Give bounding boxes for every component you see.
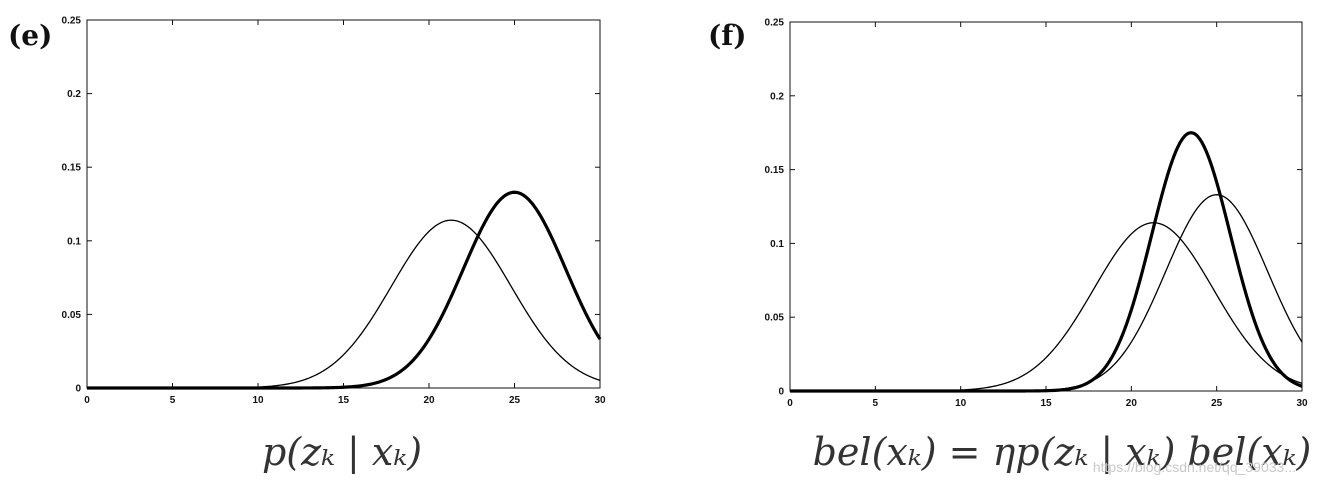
y-tick-label: 0.2 bbox=[67, 89, 81, 100]
y-tick-label: 0.25 bbox=[765, 18, 785, 29]
x-tick-label: 15 bbox=[1040, 398, 1052, 409]
x-caption: bel(xₖ) = ηp(zₖ | xₖ) bel(xₖ) bbox=[813, 430, 1312, 474]
thin-gaussian-curve bbox=[790, 222, 1303, 392]
panel-label: (f) bbox=[708, 19, 747, 52]
y-tick-label: 0.1 bbox=[770, 239, 784, 250]
plot-frame bbox=[86, 19, 601, 389]
x-tick-label: 5 bbox=[170, 395, 176, 406]
x-tick-label: 0 bbox=[787, 398, 793, 409]
watermark: https://blog.csdn.net/qq_39033... bbox=[1093, 459, 1296, 475]
x-tick-label: 20 bbox=[423, 395, 435, 406]
x-tick-label: 15 bbox=[338, 395, 350, 406]
y-tick-label: 0 bbox=[75, 384, 81, 395]
y-tick-label: 0.15 bbox=[62, 163, 82, 174]
y-tick-label: 0.2 bbox=[770, 91, 784, 102]
plot-frame bbox=[789, 21, 1303, 392]
x-tick-label: 30 bbox=[1296, 398, 1308, 409]
x-tick-label: 10 bbox=[955, 398, 967, 409]
thin-gaussian-curve bbox=[790, 194, 1303, 392]
y-tick-label: 0.1 bbox=[67, 236, 81, 247]
x-tick-label: 25 bbox=[509, 395, 521, 406]
y-tick-label: 0 bbox=[778, 387, 784, 398]
x-tick-label: 20 bbox=[1126, 398, 1138, 409]
x-caption: p(zₖ | xₖ) bbox=[262, 430, 422, 474]
y-tick-label: 0.05 bbox=[62, 310, 82, 321]
bold-gaussian-curve bbox=[790, 131, 1303, 393]
x-tick-label: 5 bbox=[873, 398, 879, 409]
y-tick-label: 0.05 bbox=[765, 313, 785, 324]
y-tick-label: 0.25 bbox=[62, 16, 82, 27]
panel-label: (e) bbox=[8, 19, 52, 52]
axes: 0 5 10 15 20 25 30 0 0.05 0.1 0.15 0.2 0.25 bbox=[62, 16, 606, 407]
bold-gaussian-curve bbox=[87, 190, 602, 390]
panel-e: (e) 0 5 10 15 20 25 30 0 0.05 0.1 0.15 0.2 0.25 p(zₖ… bbox=[8, 16, 606, 475]
x-tick-label: 10 bbox=[252, 395, 264, 406]
x-tick-label: 30 bbox=[594, 395, 606, 406]
panel-f: (f) 0 5 10 15 20 25 30 0 0.05 0.1 0.15 0.2 0.25 bel(… bbox=[708, 18, 1311, 475]
curves bbox=[87, 190, 602, 390]
thin-gaussian-curve bbox=[87, 219, 601, 389]
x-tick-label: 25 bbox=[1211, 398, 1223, 409]
y-tick-label: 0.15 bbox=[765, 165, 785, 176]
x-tick-label: 0 bbox=[84, 395, 90, 406]
curves bbox=[790, 131, 1303, 393]
